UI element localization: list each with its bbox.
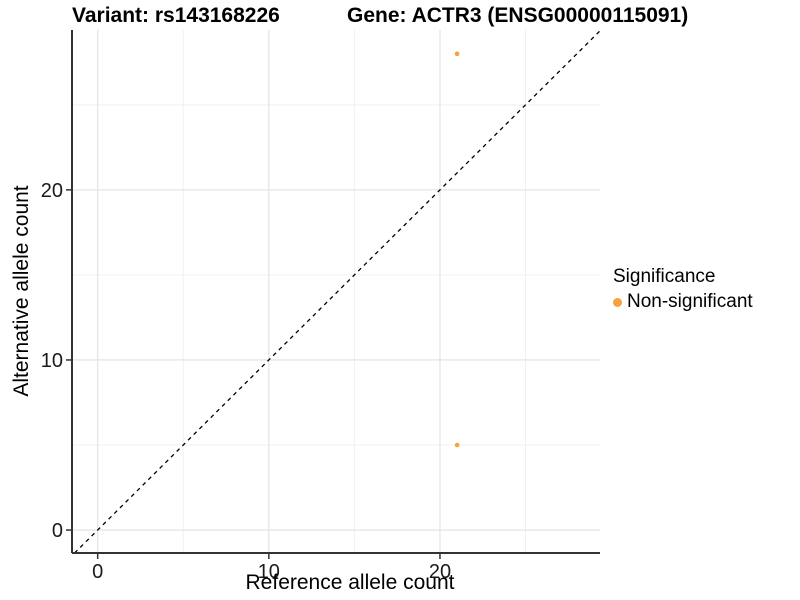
y-tick-label: 20	[41, 180, 63, 202]
legend: Significance Non-significant	[613, 266, 753, 313]
y-tick-label: 10	[41, 350, 63, 372]
y-axis-title: Alternative allele count	[10, 185, 33, 397]
data-point	[454, 442, 460, 448]
x-tick-label: 0	[92, 561, 103, 583]
plot-title-gene: Gene: ACTR3 (ENSG00000115091)	[347, 4, 689, 27]
identity-line	[74, 30, 601, 554]
plot-title-variant: Variant: rs143168226	[72, 4, 280, 27]
legend-item-label: Non-significant	[627, 291, 753, 312]
x-axis-title: Reference allele count	[245, 571, 455, 594]
x-tick-label: 20	[429, 561, 451, 583]
legend-point-icon	[613, 297, 622, 307]
y-tick-label: 0	[52, 520, 63, 542]
x-tick-label: 10	[258, 561, 280, 583]
data-point	[454, 51, 460, 57]
legend-item: Non-significant	[613, 291, 753, 313]
legend-title: Significance	[613, 266, 716, 287]
